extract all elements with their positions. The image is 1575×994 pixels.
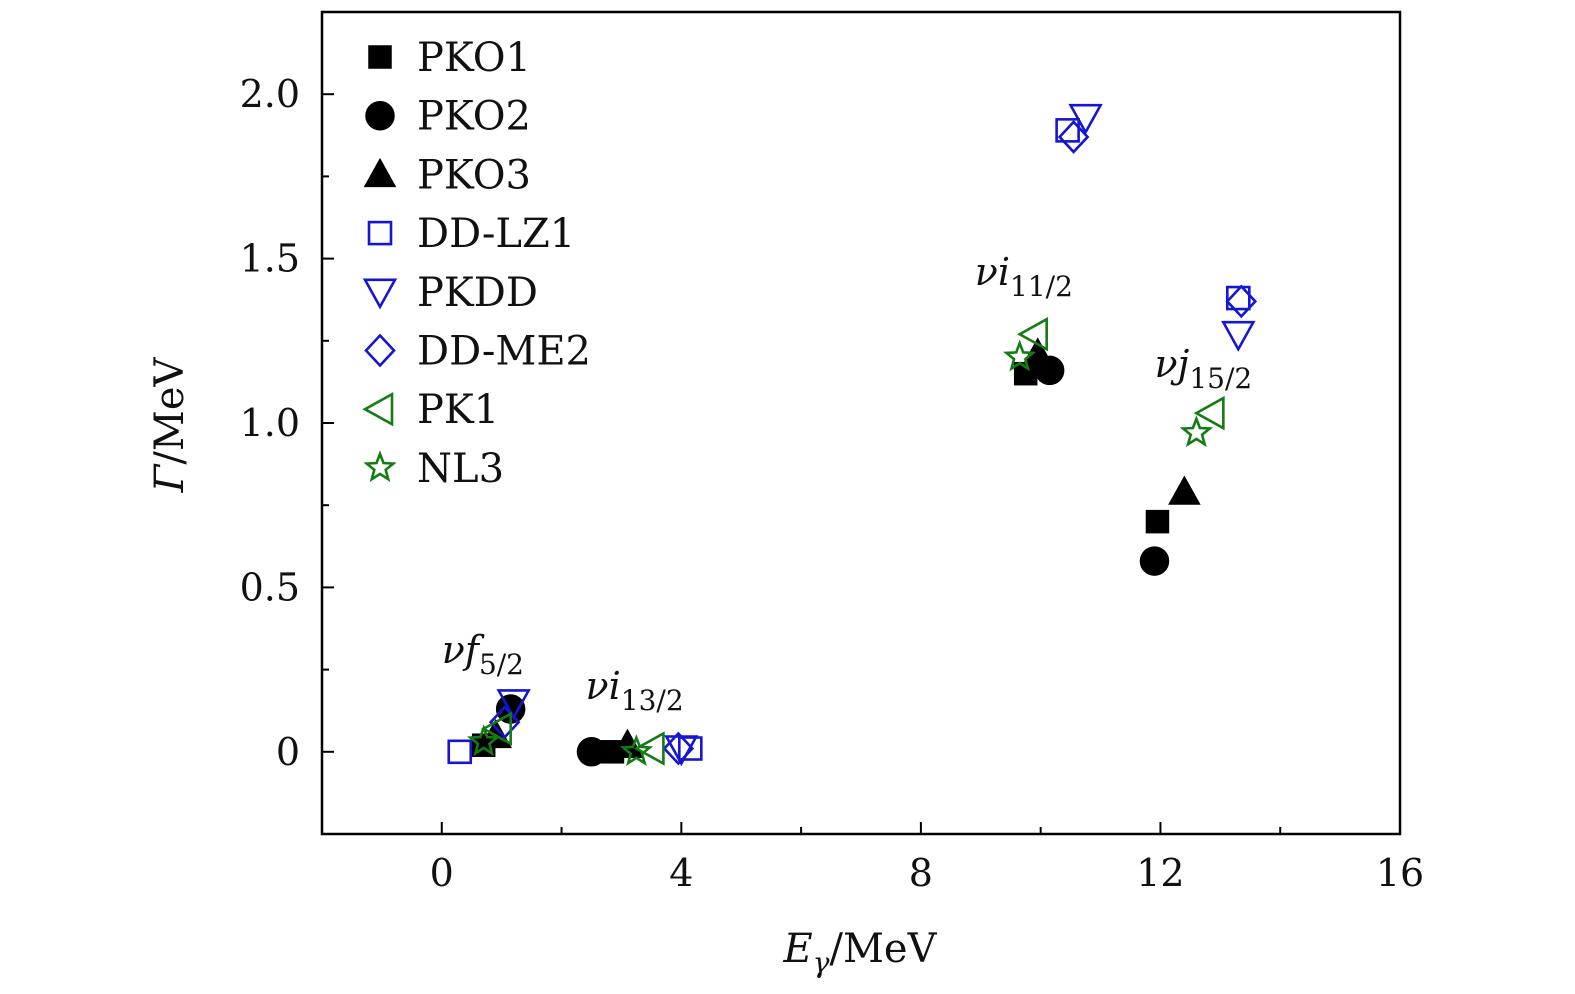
x-tick-label: 8 xyxy=(909,851,933,895)
legend-marker xyxy=(368,45,392,69)
legend-item: PK1 xyxy=(362,387,499,433)
data-point xyxy=(662,731,695,766)
legend-label: PK1 xyxy=(417,387,499,433)
annotation-i112: νi11/2 xyxy=(975,250,1073,303)
data-point xyxy=(466,724,501,757)
legend-item: PKO2 xyxy=(365,94,531,140)
x-tick-label: 16 xyxy=(1376,851,1424,895)
data-point xyxy=(633,731,665,766)
annotations: νf5/2 νi13/2 νi11/2 νj15/2 xyxy=(442,250,1252,717)
data-point xyxy=(1068,103,1103,135)
legend-label: DD-ME2 xyxy=(417,329,591,375)
x-axis-label: Eγ/MeV xyxy=(783,926,938,979)
series-nl3 xyxy=(466,339,1214,767)
y-tick-label: 2.0 xyxy=(240,72,300,116)
data-point xyxy=(1221,320,1256,352)
legend-item: NL3 xyxy=(363,446,504,492)
data-point xyxy=(447,739,473,765)
data-point xyxy=(1168,475,1201,505)
legend-marker xyxy=(362,278,398,310)
y-tick-label: 1.5 xyxy=(240,237,300,281)
legend-label: DD-LZ1 xyxy=(417,211,575,257)
legend-item: DD-ME2 xyxy=(364,329,591,375)
legend-marker xyxy=(363,157,397,188)
data-point xyxy=(496,689,531,721)
annotation-i132: νi13/2 xyxy=(586,664,684,717)
x-tick-label: 0 xyxy=(430,851,454,895)
annotation-f52: νf5/2 xyxy=(442,628,524,681)
legend-marker xyxy=(363,450,397,483)
data-point xyxy=(1055,118,1080,143)
legend-item: PKO1 xyxy=(368,35,531,81)
legend-marker xyxy=(365,100,395,131)
legend-label: PKO3 xyxy=(417,152,531,198)
data-point xyxy=(480,711,512,746)
y-tick-label: 0 xyxy=(276,730,300,774)
data-point xyxy=(1179,415,1214,448)
series-pk1 xyxy=(480,317,1225,766)
legend-label: PKO1 xyxy=(417,35,531,81)
legend-label: PKDD xyxy=(417,270,538,316)
y-tick-label: 1.0 xyxy=(240,401,300,445)
legend-marker xyxy=(367,220,393,246)
legend-marker xyxy=(362,391,394,427)
annotation-j152: νj15/2 xyxy=(1154,342,1252,395)
legend-item: DD-LZ1 xyxy=(367,211,575,257)
data-point xyxy=(488,705,521,740)
series-pko1 xyxy=(471,361,1170,764)
legend-item: PKO3 xyxy=(363,152,531,198)
y-tick-label: 0.5 xyxy=(240,565,300,609)
data-point xyxy=(1139,546,1170,576)
data-markers xyxy=(447,103,1258,767)
x-tick-label: 12 xyxy=(1136,851,1184,895)
data-point xyxy=(1002,339,1037,372)
legend-item: PKDD xyxy=(362,270,538,316)
legend-marker xyxy=(364,333,396,368)
data-point xyxy=(619,734,654,767)
data-point xyxy=(1193,395,1225,431)
x-tick-label: 4 xyxy=(669,851,693,895)
legend: PKO1 PKO2 PKO3 DD-LZ1 PKDD DD-ME2 PK1 NL3 xyxy=(362,35,591,492)
tick-labels: 0 4 8 12 16 0 0.5 1.0 1.5 2.0 xyxy=(240,72,1425,895)
data-point xyxy=(1145,509,1170,534)
legend-label: PKO2 xyxy=(417,94,531,140)
y-axis-label: Γ/MeV xyxy=(147,357,193,494)
axis-ticks xyxy=(322,93,1401,834)
data-point xyxy=(1226,285,1251,311)
data-point xyxy=(1225,284,1258,319)
data-point xyxy=(1017,317,1048,352)
data-point xyxy=(1057,120,1090,154)
legend-label: NL3 xyxy=(417,446,504,492)
series-dd-me2 xyxy=(488,120,1258,766)
data-point xyxy=(576,737,607,767)
